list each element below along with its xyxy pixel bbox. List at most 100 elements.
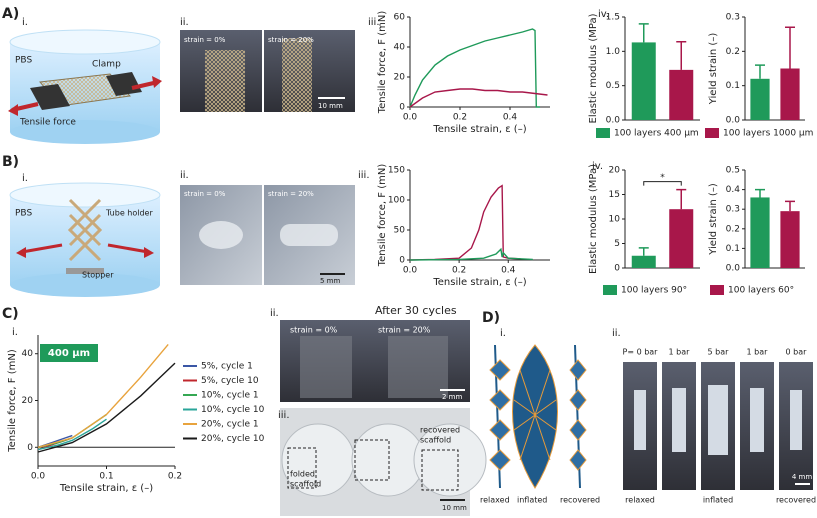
y-axis-label: Yield strain (–) <box>708 183 719 256</box>
bar <box>669 209 694 268</box>
line <box>37 343 169 448</box>
y-tick-label: 0.3 <box>726 13 740 23</box>
label: Stopper <box>82 271 114 280</box>
label: scaffold <box>420 436 451 445</box>
label: inflated <box>703 496 733 505</box>
y-tick-label: 0 <box>27 443 33 453</box>
y-tick-label: 1.0 <box>606 47 621 57</box>
y-tick-label: 40 <box>394 43 406 53</box>
label: 0 bar <box>786 348 808 357</box>
label: inflated <box>517 496 547 505</box>
legend-swatch <box>710 285 724 295</box>
label: 5 bar <box>708 348 730 357</box>
label: 2 mm <box>442 393 462 401</box>
error-bar <box>755 188 765 198</box>
y-tick-label: 20 <box>394 73 406 83</box>
label: P= 0 bar <box>623 348 659 357</box>
bar <box>750 197 770 268</box>
label: Tensile force <box>19 118 76 128</box>
x-tick-label: 0.0 <box>31 472 46 482</box>
y-tick-label: 5 <box>614 239 620 249</box>
photo-mesh <box>300 336 352 398</box>
y-tick-label: 0.5 <box>606 81 620 91</box>
axis <box>409 170 550 261</box>
line <box>409 28 540 108</box>
bar <box>780 211 800 268</box>
legend-label: 20%, cycle 10 <box>201 434 265 444</box>
label: iv. <box>592 161 603 172</box>
legend-label: 100 layers 60° <box>728 286 794 296</box>
x-axis-label: Tensile strain, ε (–) <box>432 277 526 288</box>
label: strain = 0% <box>290 326 338 335</box>
bar <box>780 68 800 120</box>
label: A) <box>2 6 19 22</box>
photos-d-ii <box>623 362 813 490</box>
error-bar <box>638 247 649 256</box>
y-tick-label: 50 <box>394 226 406 236</box>
error-bar <box>676 40 687 70</box>
label: PBS <box>15 56 32 66</box>
label: strain = 20% <box>378 326 431 335</box>
legend-swatch <box>596 128 610 138</box>
photo-mesh <box>205 50 245 112</box>
y-axis-label: Elastic modulus (MPa) <box>588 13 599 123</box>
x-tick-label: 0.0 <box>403 266 418 276</box>
y-axis-label: Tensile force, F (mN) <box>7 349 18 453</box>
label: ii. <box>270 308 279 319</box>
legend-label: 100 layers 90° <box>621 286 687 296</box>
x-tick-label: 0.4 <box>501 266 516 276</box>
annotation-box <box>40 344 98 362</box>
label: After 30 cycles <box>375 304 457 317</box>
label: B) <box>2 154 19 170</box>
photo-tube <box>280 224 338 246</box>
error-bar <box>785 200 795 212</box>
bar <box>631 255 656 268</box>
y-tick-label: 20 <box>22 396 34 406</box>
y-tick-label: 20 <box>609 166 621 176</box>
y-tick-label: 0.5 <box>726 166 740 176</box>
photo-tube <box>199 221 243 249</box>
label: D) <box>482 310 500 326</box>
label: strain = 20% <box>268 190 314 198</box>
line <box>37 362 176 453</box>
bar <box>750 78 770 120</box>
label: 5 mm <box>320 277 340 285</box>
error-bar <box>638 23 649 43</box>
line <box>409 88 548 108</box>
legend-label: 10%, cycle 10 <box>201 405 265 415</box>
x-tick-label: 0.2 <box>452 266 466 276</box>
y-tick-label: 40 <box>22 349 34 359</box>
y-axis-label: Elastic modulus (MPa) <box>588 164 599 274</box>
label: relaxed <box>480 496 510 505</box>
label: recovered <box>776 496 816 505</box>
label: C) <box>2 306 19 322</box>
label: recovered <box>560 496 600 505</box>
photo-mesh <box>388 336 448 398</box>
box <box>421 449 459 491</box>
label: i. <box>22 17 28 28</box>
x-axis-label: Tensile strain, ε (–) <box>432 124 526 135</box>
well <box>413 423 487 497</box>
legend-label: 10%, cycle 1 <box>201 391 259 401</box>
diagram-a-i <box>8 29 162 144</box>
label: 10 mm <box>318 102 343 110</box>
label: 4 mm <box>792 473 812 481</box>
x-tick-label: 0.1 <box>99 472 113 482</box>
y-tick-label: 0.0 <box>726 116 741 126</box>
label: strain = 0% <box>184 190 226 198</box>
diagram-d-i <box>489 344 587 489</box>
label: 400 µm <box>48 348 90 359</box>
label: ii. <box>180 17 189 28</box>
y-tick-label: 0.1 <box>726 81 740 91</box>
label: Clamp <box>92 60 121 70</box>
y-tick-label: 0 <box>614 264 620 274</box>
label: iv. <box>598 9 609 20</box>
label: relaxed <box>625 496 655 505</box>
y-tick-label: 0.3 <box>726 205 740 215</box>
y-tick-label: 0.0 <box>726 264 741 274</box>
label: iii. <box>368 17 380 28</box>
box <box>354 439 390 481</box>
y-tick-label: 0 <box>399 103 405 113</box>
y-tick-label: 1.5 <box>606 13 620 23</box>
